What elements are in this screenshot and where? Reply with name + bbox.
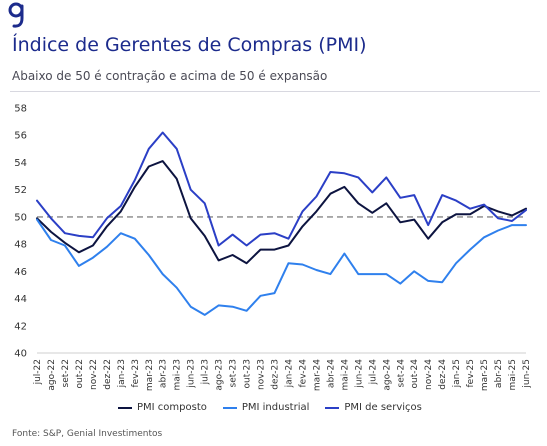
x-tick-label: jan-23 [117,359,127,388]
x-tick-label: jul-23 [201,359,211,385]
x-tick-label: fev-23 [131,359,141,388]
x-tick-label: jan-24 [284,359,294,389]
x-tick-label: mar-23 [145,359,155,391]
legend-label-composto: PMI composto [137,402,207,413]
y-tick-label: 58 [14,104,27,115]
x-tick-label: fev-24 [298,359,308,388]
x-tick-label: mai-24 [340,359,350,391]
legend-swatch-composto [118,406,132,409]
x-tick-label: abr-25 [494,359,504,388]
header-divider [10,91,540,92]
x-tick-label: abr-23 [159,359,169,388]
chart-title: Índice de Gerentes de Compras (PMI) [12,34,367,56]
x-tick-label: jul-22 [33,359,43,385]
x-tick-label: nov-24 [424,359,434,390]
x-tick-label: out-24 [410,359,420,389]
y-tick-label: 50 [14,212,27,223]
series-line-servicos [36,131,527,247]
x-tick-label: out-23 [243,359,253,388]
y-tick-label: 40 [14,349,27,360]
brand-logo-icon [8,2,24,28]
x-tick-label: jun-24 [354,359,364,389]
series-line-industrial [36,218,527,316]
x-tick-label: nov-22 [89,359,99,390]
x-tick-label: dez-24 [438,359,448,390]
y-tick-label: 46 [14,267,27,278]
legend-label-industrial: PMI industrial [241,402,310,413]
y-tick-label: 54 [14,158,27,169]
y-tick-label: 56 [14,131,27,142]
legend-swatch-industrial [222,406,237,409]
chart-subtitle: Abaixo de 50 é contração e acima de 50 é… [12,69,328,83]
legend-item-industrial: PMI industrial [222,402,310,413]
legend-item-composto: PMI composto [118,402,207,413]
y-tick-label: 52 [14,185,27,196]
x-tick-label: jan-25 [452,359,462,388]
legend-label-servicos: PMI de serviços [344,402,422,413]
x-tick-label: nov-23 [257,359,267,390]
x-tick-label: abr-24 [326,359,336,388]
x-tick-label: mar-25 [480,359,490,391]
x-tick-label: dez-23 [271,359,281,390]
x-tick-label: set-22 [61,359,71,387]
x-tick-label: ago-23 [215,359,225,391]
x-tick-label: set-24 [396,359,406,388]
y-tick-label: 48 [14,240,27,251]
x-tick-label: ago-22 [47,359,57,391]
x-tick-label: jun-23 [187,359,197,389]
x-tick-label: jul-24 [368,359,378,386]
series-line-composto [36,160,527,265]
x-tick-label: dez-22 [103,359,113,390]
x-tick-label: mar-24 [312,359,322,391]
x-tick-label: jun-25 [522,359,532,389]
x-tick-label: mai-25 [508,359,518,390]
x-tick-label: out-22 [75,359,85,388]
source-note: Fonte: S&P, Genial Investimentos [12,429,163,439]
x-tick-label: set-23 [229,359,239,387]
y-tick-label: 42 [14,321,27,332]
x-tick-label: mai-23 [173,359,183,390]
chart-legend: PMI composto PMI industrial PMI de servi… [118,402,422,413]
legend-swatch-servicos [325,406,340,409]
y-tick-label: 44 [14,294,27,305]
legend-item-servicos: PMI de serviços [325,402,422,413]
x-tick-label: ago-24 [382,359,392,391]
x-tick-label: fev-25 [466,359,476,388]
